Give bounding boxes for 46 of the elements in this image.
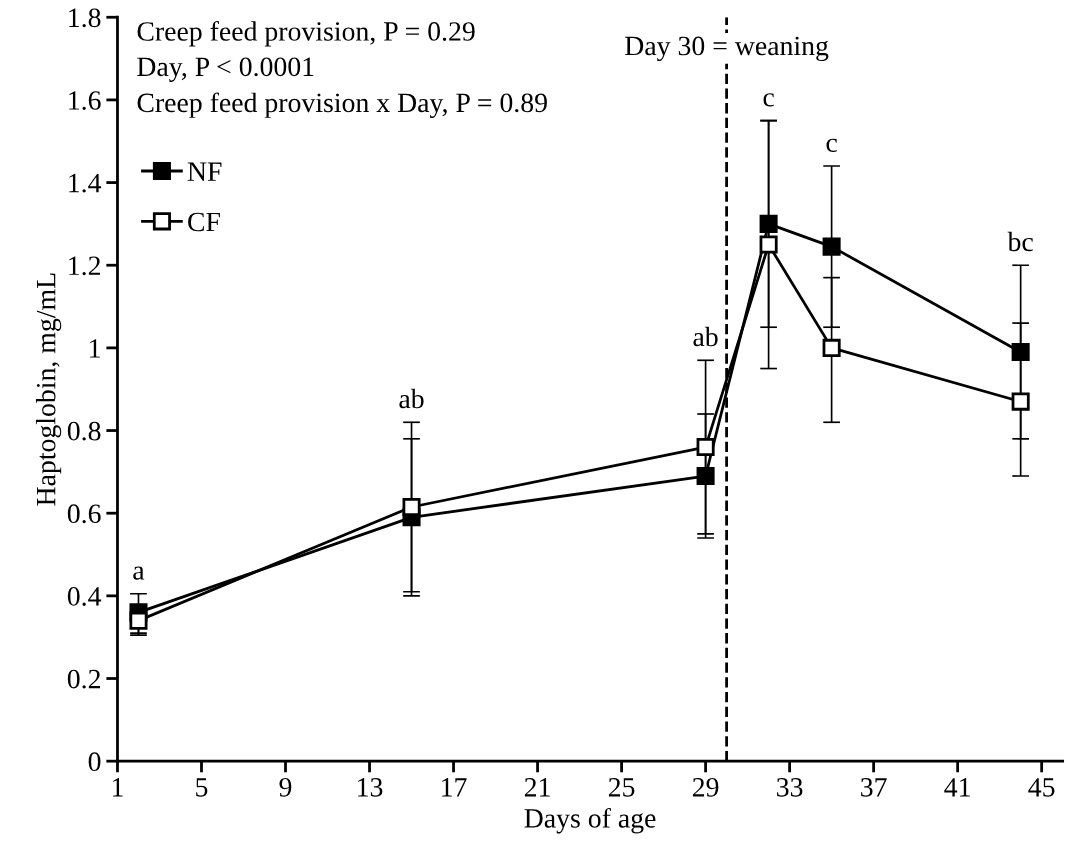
point <box>1011 392 1030 411</box>
point <box>696 438 715 457</box>
y-tick-label: 1 <box>90 339 100 358</box>
x-axis-title: Days of age <box>524 807 656 834</box>
y-tick-label: 1.2 <box>69 256 100 276</box>
annotation: bc <box>1007 231 1033 252</box>
y-tick-label: 0.2 <box>67 669 100 689</box>
annotation: c <box>763 93 774 107</box>
y-tick-label: 0.4 <box>67 587 102 606</box>
legend-label: NF <box>187 162 222 181</box>
x-tick-label: 41 <box>944 778 970 797</box>
x-tick-label: 1 <box>112 778 123 797</box>
point <box>822 237 841 256</box>
x-tick-label: 33 <box>777 778 803 797</box>
point <box>759 214 778 233</box>
x-tick-label: 17 <box>442 778 467 797</box>
annotation: Creep feed provision, P = 0.29 <box>137 20 475 47</box>
y-tick-label: 1.4 <box>69 173 102 193</box>
x-tick-label: 21 <box>524 778 550 797</box>
x-tick-label: 45 <box>1028 778 1055 797</box>
y-axis-title: Haptoglobin, mg/mL <box>35 273 62 506</box>
legend-label: CF <box>188 212 220 232</box>
x-tick-label: 29 <box>692 778 719 797</box>
annotation: ab <box>399 388 424 409</box>
annotation: a <box>133 566 145 580</box>
annotation: Creep feed provision x Day, P = 0.89 <box>137 92 547 118</box>
y-tick-label: 1.6 <box>69 91 101 110</box>
y-tick-label: 0.8 <box>67 421 101 441</box>
point <box>402 497 421 517</box>
x-tick-label: 13 <box>358 778 383 797</box>
point <box>696 466 715 486</box>
x-tick-label: 5 <box>196 778 208 797</box>
point <box>822 338 841 357</box>
x-tick-label: 9 <box>279 778 292 797</box>
point <box>1011 342 1030 362</box>
point <box>759 235 778 254</box>
x-tick-label: 37 <box>861 778 887 797</box>
ref-line-label: Day 30 = weaning <box>625 36 829 62</box>
y-tick-label: 0.6 <box>67 504 101 524</box>
annotation: c <box>826 138 837 153</box>
annotation: Day, P < 0.0001 <box>137 57 314 82</box>
point <box>129 611 148 630</box>
x-tick-label: 25 <box>608 778 635 797</box>
y-tick-label: 0 <box>88 752 101 772</box>
annotation: ab <box>693 326 718 347</box>
y-tick-label: 1.8 <box>69 8 101 28</box>
